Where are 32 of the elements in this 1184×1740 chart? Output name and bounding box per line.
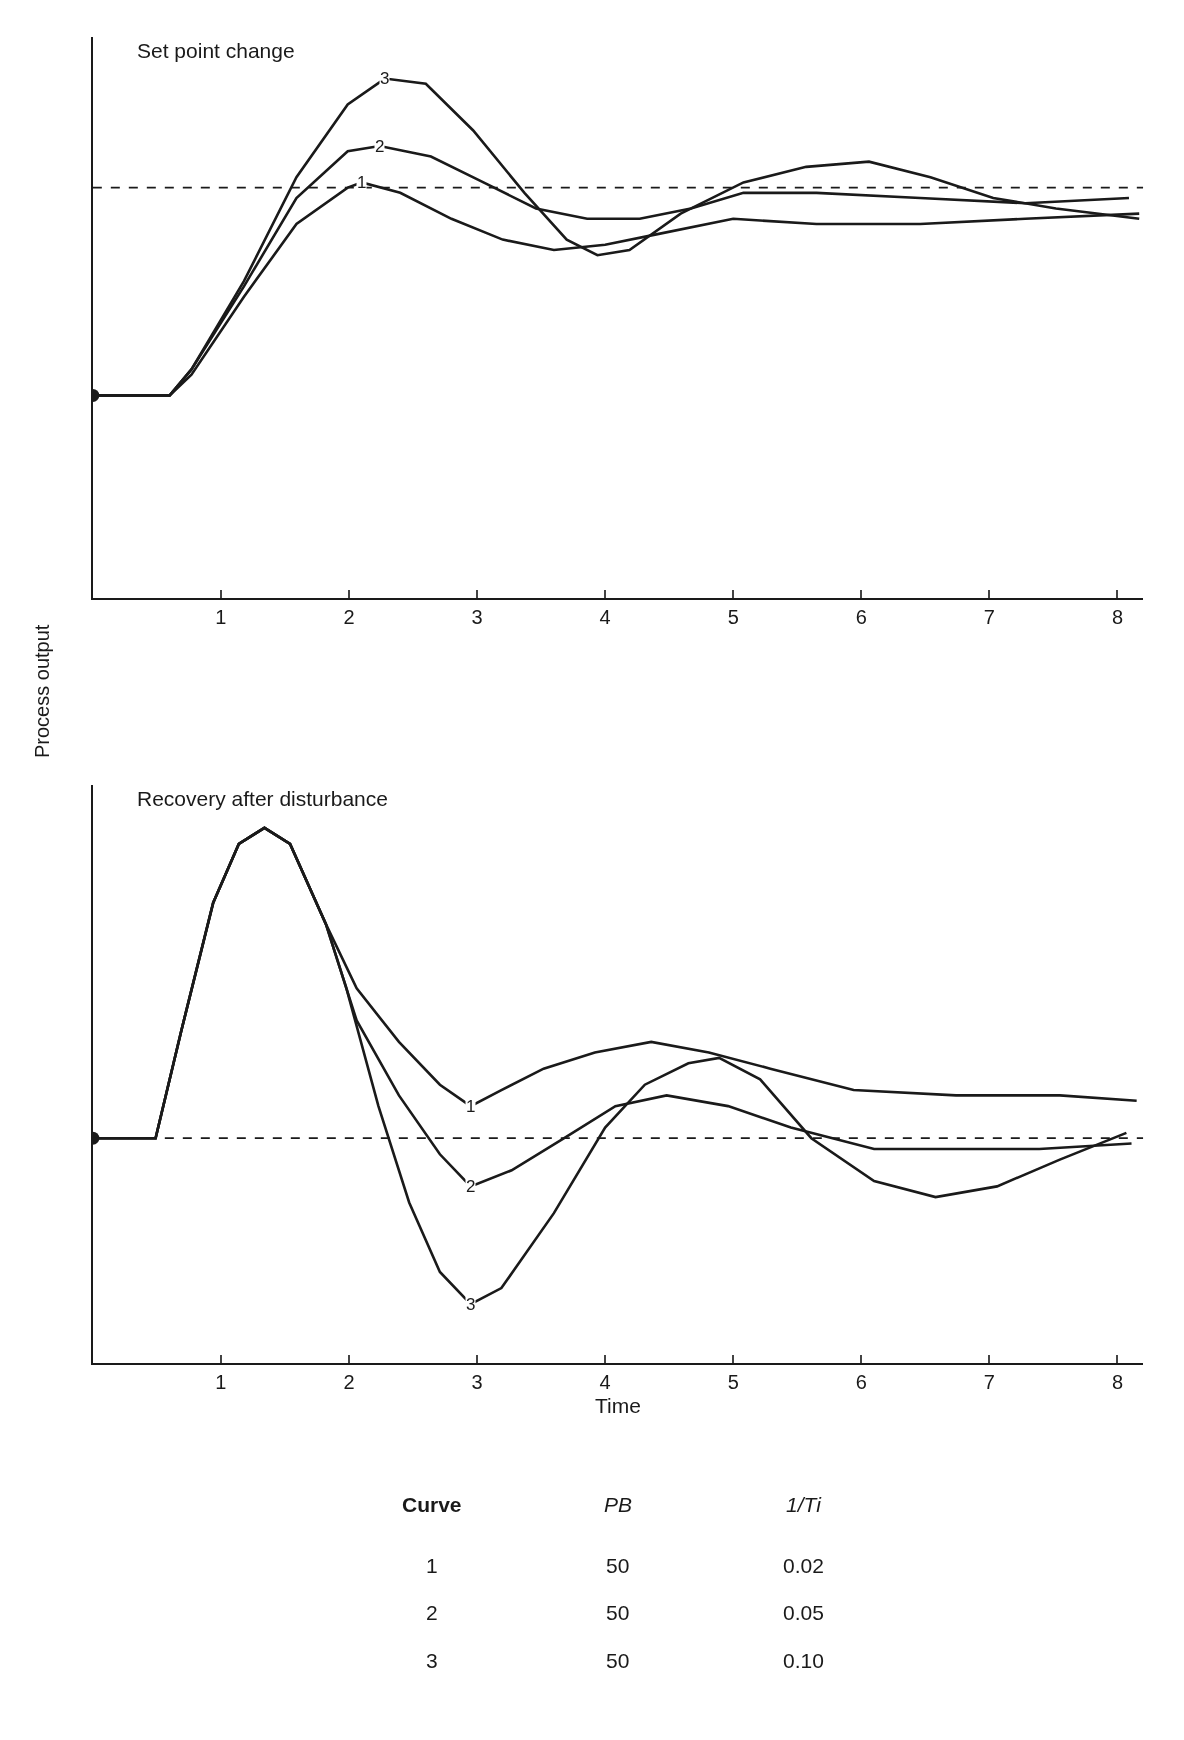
- text: 50: [606, 1554, 630, 1577]
- x-tick-label: 7: [983, 1371, 995, 1393]
- x-tick-label: 5: [727, 606, 739, 628]
- x-tick-label: 2: [343, 1371, 355, 1393]
- x-tick-label: 2: [343, 606, 355, 628]
- x-tick-label: 4: [599, 1371, 611, 1393]
- text: Curve: [402, 1493, 462, 1516]
- text: 1: [426, 1554, 438, 1577]
- x-tick-label: 6: [855, 1371, 867, 1393]
- x-tick-label: 3: [471, 606, 483, 628]
- text: PB: [604, 1493, 633, 1516]
- x-axis-title: Time: [594, 1393, 641, 1417]
- x-tick-label: 5: [727, 1371, 739, 1393]
- text: 0.05: [783, 1601, 824, 1624]
- text: 50: [606, 1601, 630, 1624]
- text: 0.10: [783, 1649, 824, 1672]
- text: 50: [606, 1649, 630, 1672]
- text: 2: [426, 1601, 438, 1624]
- x-tick-label: 4: [599, 606, 611, 628]
- x-tick-label: 8: [1111, 606, 1123, 628]
- x-tick-label: 7: [983, 606, 995, 628]
- y-axis-title: Process output: [31, 624, 54, 759]
- chart-title: Recovery after disturbance: [137, 787, 388, 810]
- x-tick-label: 6: [855, 606, 867, 628]
- text: 3: [426, 1649, 438, 1672]
- x-tick-label: 3: [471, 1371, 483, 1393]
- text: 1/Ti: [786, 1493, 823, 1516]
- x-tick-label: 1: [215, 1371, 227, 1393]
- x-tick-label: 8: [1111, 1371, 1123, 1393]
- x-tick-label: 1: [215, 606, 227, 628]
- text: 0.02: [783, 1554, 824, 1577]
- chart-title: Set point change: [137, 39, 295, 62]
